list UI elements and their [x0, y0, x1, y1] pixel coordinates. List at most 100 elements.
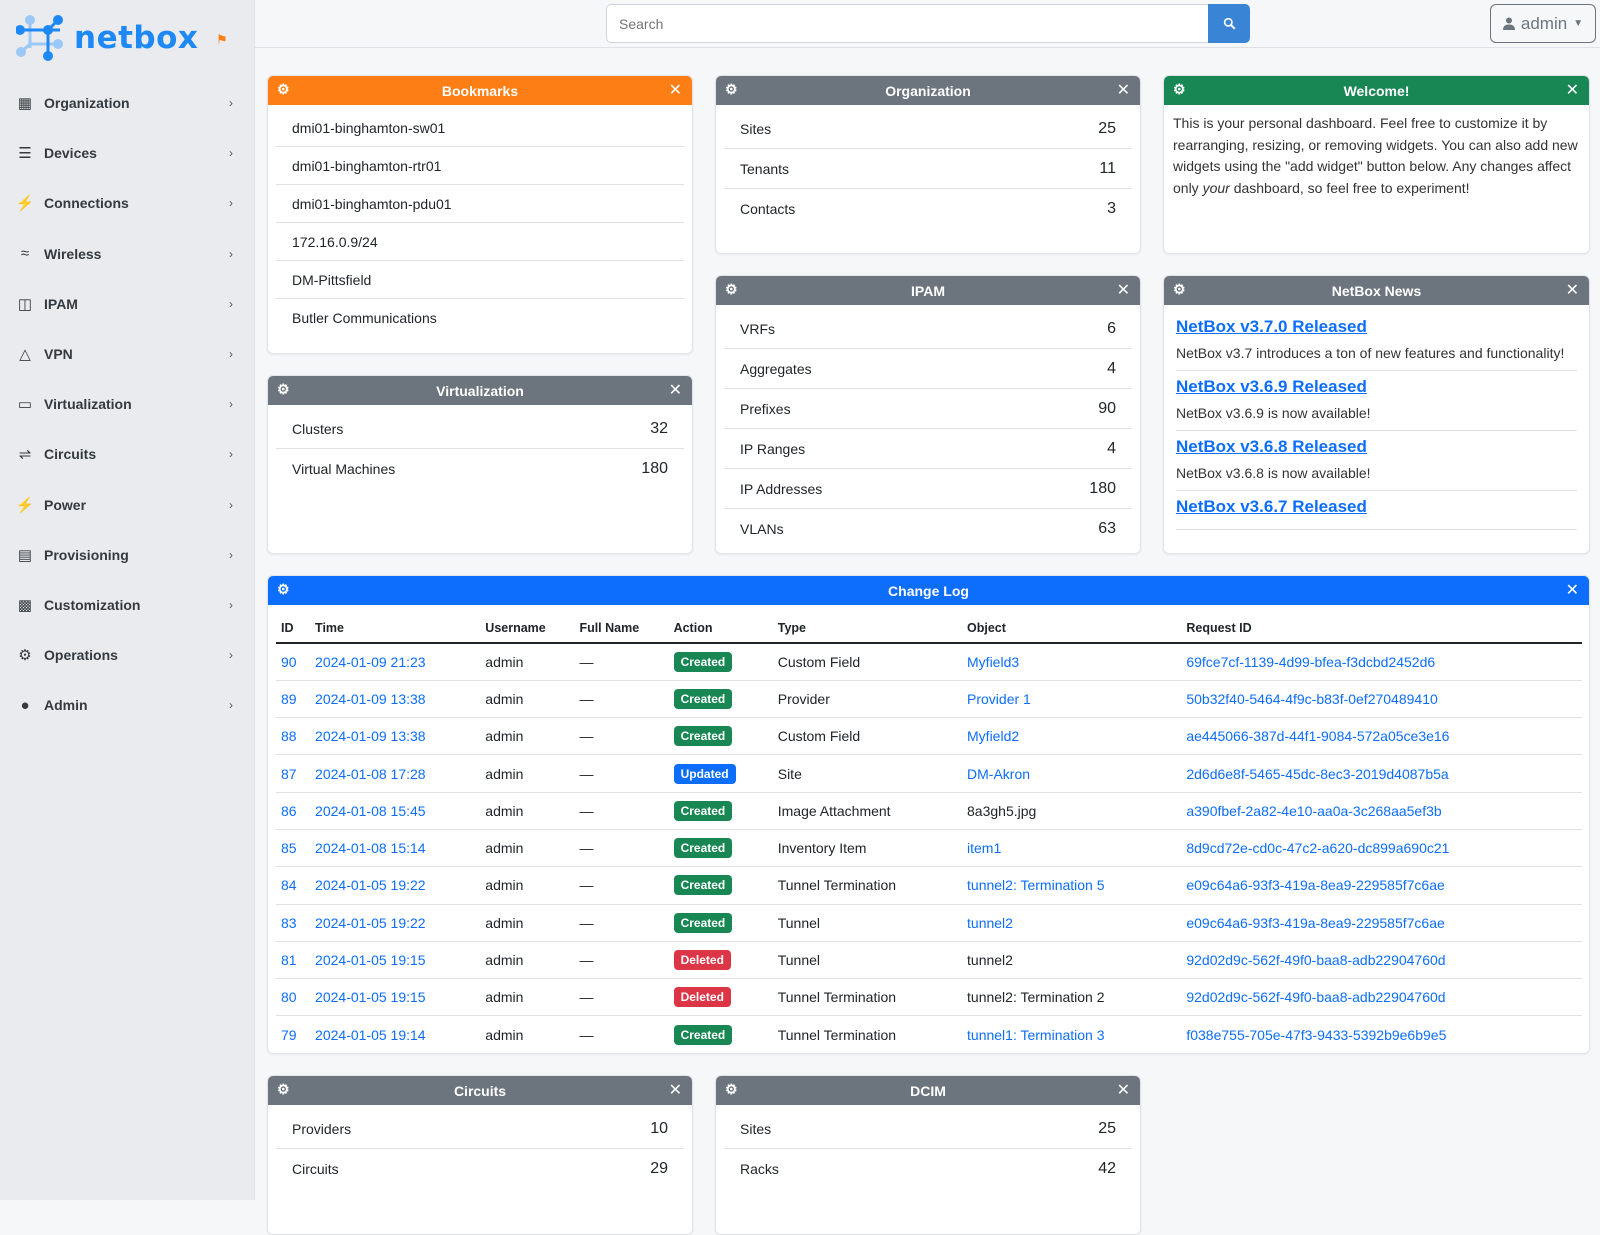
change-id-link[interactable]: 81: [281, 952, 297, 969]
sidebar-item-admin[interactable]: ● Admin ›: [0, 685, 255, 725]
pin-sidebar-icon[interactable]: ⚑: [216, 32, 228, 47]
column-header[interactable]: Request ID: [1181, 613, 1582, 644]
bookmark-item[interactable]: 172.16.0.9/24: [276, 223, 684, 261]
sidebar-item-provisioning[interactable]: ▤ Provisioning ›: [0, 535, 255, 575]
request-id-link[interactable]: 92d02d9c-562f-49f0-baa8-adb22904760d: [1186, 952, 1446, 969]
change-id-link[interactable]: 79: [281, 1026, 297, 1043]
object-link[interactable]: tunnel2: Termination 5: [967, 877, 1105, 894]
change-id-link[interactable]: 80: [281, 989, 297, 1006]
object-link[interactable]: DM-Akron: [967, 765, 1031, 782]
list-item[interactable]: Virtual Machines 180: [276, 449, 684, 489]
search-input[interactable]: [606, 4, 1211, 43]
change-id-link[interactable]: 88: [281, 728, 297, 745]
change-time-link[interactable]: 2024-01-05 19:22: [315, 877, 426, 894]
bookmark-link[interactable]: dmi01-binghamton-sw01: [292, 119, 446, 136]
sidebar-item-devices[interactable]: ☰ Devices ›: [0, 133, 255, 173]
list-item[interactable]: Tenants 11: [724, 149, 1132, 189]
sidebar-item-virtualization[interactable]: ▭ Virtualization ›: [0, 384, 255, 424]
column-header[interactable]: Full Name: [574, 613, 669, 644]
close-icon[interactable]: ✕: [1116, 82, 1130, 99]
change-time-link[interactable]: 2024-01-05 19:14: [315, 1026, 426, 1043]
close-icon[interactable]: ✕: [1565, 582, 1579, 599]
widget-header[interactable]: ⚙ Organization ✕: [716, 76, 1140, 105]
change-id-link[interactable]: 84: [281, 877, 297, 894]
gear-icon[interactable]: ⚙: [725, 1081, 738, 1097]
close-icon[interactable]: ✕: [1116, 282, 1130, 299]
change-id-link[interactable]: 86: [281, 802, 297, 819]
list-item[interactable]: Clusters 32: [276, 409, 684, 449]
gear-icon[interactable]: ⚙: [1173, 281, 1186, 297]
column-header[interactable]: Object: [962, 613, 1182, 644]
change-time-link[interactable]: 2024-01-09 13:38: [315, 728, 426, 745]
change-id-link[interactable]: 87: [281, 765, 297, 782]
widget-header[interactable]: ⚙ DCIM ✕: [716, 1076, 1140, 1105]
column-header[interactable]: Username: [480, 613, 575, 644]
request-id-link[interactable]: 69fce7cf-1139-4d99-bfea-f3dcbd2452d6: [1186, 653, 1436, 670]
list-item[interactable]: IP Addresses 180: [724, 469, 1132, 509]
sidebar-item-ipam[interactable]: ◫ IPAM ›: [0, 284, 255, 324]
list-item[interactable]: Prefixes 90: [724, 389, 1132, 429]
bookmark-item[interactable]: Butler Communications: [276, 299, 684, 337]
object-link[interactable]: Myfield2: [967, 728, 1020, 745]
widget-header[interactable]: ⚙ IPAM ✕: [716, 276, 1140, 305]
news-link[interactable]: NetBox v3.7.0 Released: [1176, 317, 1367, 336]
request-id-link[interactable]: f038e755-705e-47f3-9433-5392b9e6b9e5: [1186, 1026, 1447, 1043]
gear-icon[interactable]: ⚙: [1173, 81, 1186, 97]
list-item[interactable]: Sites 25: [724, 109, 1132, 149]
request-id-link[interactable]: 92d02d9c-562f-49f0-baa8-adb22904760d: [1186, 989, 1446, 1006]
request-id-link[interactable]: a390fbef-2a82-4e10-aa0a-3c268aa5ef3b: [1186, 802, 1442, 819]
sidebar-item-organization[interactable]: ▦ Organization ›: [0, 83, 255, 123]
change-time-link[interactable]: 2024-01-08 15:45: [315, 802, 426, 819]
column-header[interactable]: ID: [276, 613, 311, 644]
widget-header[interactable]: ⚙ Change Log ✕: [268, 576, 1589, 605]
object-link[interactable]: item1: [967, 840, 1002, 857]
widget-header[interactable]: ⚙ Virtualization ✕: [268, 376, 692, 405]
sidebar-item-circuits[interactable]: ⇌ Circuits ›: [0, 434, 255, 474]
column-header[interactable]: Action: [668, 613, 773, 644]
gear-icon[interactable]: ⚙: [277, 381, 290, 397]
bookmark-link[interactable]: DM-Pittsfield: [292, 271, 372, 288]
news-link[interactable]: NetBox v3.6.7 Released: [1176, 497, 1367, 516]
object-link[interactable]: Provider 1: [967, 690, 1031, 707]
change-id-link[interactable]: 90: [281, 653, 297, 670]
object-link[interactable]: Myfield3: [967, 653, 1020, 670]
news-link[interactable]: NetBox v3.6.9 Released: [1176, 377, 1367, 396]
list-item[interactable]: IP Ranges 4: [724, 429, 1132, 469]
request-id-link[interactable]: 2d6d6e8f-5465-45dc-8ec3-2019d4087b5a: [1186, 765, 1449, 782]
list-item[interactable]: VLANs 63: [724, 509, 1132, 549]
user-menu-button[interactable]: admin ▼: [1490, 4, 1596, 43]
column-header[interactable]: Type: [772, 613, 963, 644]
change-time-link[interactable]: 2024-01-08 15:14: [315, 840, 426, 857]
netbox-logo[interactable]: netbox: [16, 14, 198, 62]
close-icon[interactable]: ✕: [668, 1082, 682, 1099]
change-id-link[interactable]: 83: [281, 914, 297, 931]
gear-icon[interactable]: ⚙: [277, 1081, 290, 1097]
list-item[interactable]: Providers 10: [276, 1109, 684, 1149]
sidebar-item-operations[interactable]: ⚙ Operations ›: [0, 635, 255, 675]
close-icon[interactable]: ✕: [668, 82, 682, 99]
gear-icon[interactable]: ⚙: [725, 81, 738, 97]
close-icon[interactable]: ✕: [668, 382, 682, 399]
sidebar-item-power[interactable]: ⚡ Power ›: [0, 485, 255, 525]
bookmark-link[interactable]: dmi01-binghamton-rtr01: [292, 157, 442, 174]
change-time-link[interactable]: 2024-01-09 13:38: [315, 690, 426, 707]
bookmark-item[interactable]: DM-Pittsfield: [276, 261, 684, 299]
list-item[interactable]: Sites 25: [724, 1109, 1132, 1149]
change-time-link[interactable]: 2024-01-05 19:15: [315, 989, 426, 1006]
list-item[interactable]: Racks 42: [724, 1149, 1132, 1189]
gear-icon[interactable]: ⚙: [725, 281, 738, 297]
object-link[interactable]: tunnel1: Termination 3: [967, 1026, 1105, 1043]
list-item[interactable]: Circuits 29: [276, 1149, 684, 1189]
change-time-link[interactable]: 2024-01-05 19:22: [315, 914, 426, 931]
list-item[interactable]: Aggregates 4: [724, 349, 1132, 389]
gear-icon[interactable]: ⚙: [277, 581, 290, 597]
close-icon[interactable]: ✕: [1565, 282, 1579, 299]
list-item[interactable]: VRFs 6: [724, 309, 1132, 349]
change-time-link[interactable]: 2024-01-09 21:23: [315, 653, 426, 670]
object-link[interactable]: tunnel2: [967, 914, 1013, 931]
sidebar-item-wireless[interactable]: ≈ Wireless ›: [0, 234, 255, 274]
news-link[interactable]: NetBox v3.6.8 Released: [1176, 437, 1367, 456]
sidebar-item-connections[interactable]: ⚡ Connections ›: [0, 183, 255, 223]
change-time-link[interactable]: 2024-01-08 17:28: [315, 765, 426, 782]
request-id-link[interactable]: e09c64a6-93f3-419a-8ea9-229585f7c6ae: [1186, 914, 1445, 931]
